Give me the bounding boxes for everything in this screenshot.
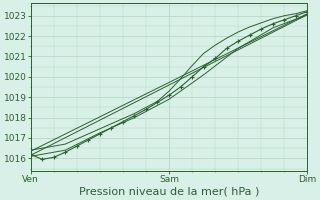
X-axis label: Pression niveau de la mer( hPa ): Pression niveau de la mer( hPa ) — [79, 187, 259, 197]
